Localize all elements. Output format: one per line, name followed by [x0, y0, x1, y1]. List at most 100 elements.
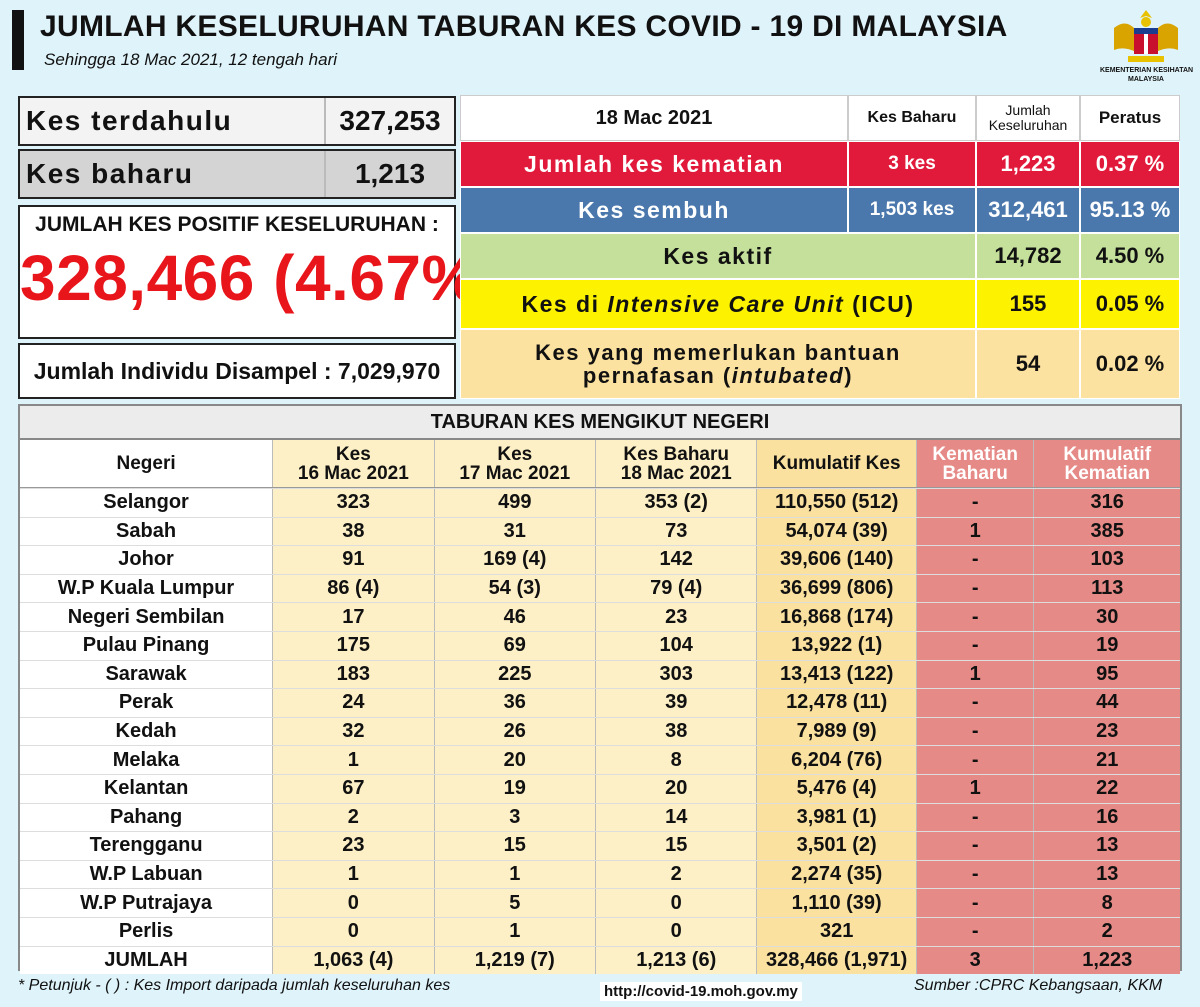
intubated-label: Kes yang memerlukan bantuan pernafasan (… — [460, 329, 976, 399]
cell-new-deaths: - — [916, 574, 1035, 603]
footnote: * Petunjuk - ( ) : Kes Import daripada j… — [18, 977, 451, 994]
title-accent-bar — [12, 10, 24, 70]
cell-state: Terengganu — [20, 832, 274, 860]
cell-cumulative: 5,476 (4) — [757, 775, 917, 803]
sampled-individuals: Jumlah Individu Disampel : 7,029,970 — [18, 343, 456, 399]
cell-cases-18mac: 353 (2) — [596, 489, 758, 517]
cell-cumulative: 13,413 (122) — [757, 660, 917, 689]
cell-cumulative: 6,204 (76) — [757, 746, 917, 774]
cell-cases-18mac: 8 — [596, 746, 758, 774]
cell-cases-18mac: 20 — [596, 775, 758, 803]
recovered-new: 1,503 kes — [848, 187, 976, 233]
cell-cases-17mac: 20 — [434, 746, 596, 774]
cell-cases-16mac: 1 — [273, 746, 435, 774]
deaths-new: 3 kes — [848, 141, 976, 187]
header-cumulative: Kumulatif Kes — [757, 440, 917, 487]
header-16mac: Kes 16 Mac 2021 — [273, 440, 435, 487]
cell-cases-16mac: 1,063 (4) — [273, 946, 435, 975]
cell-cases-18mac: 73 — [596, 517, 758, 546]
cell-cumulative: 16,868 (174) — [757, 603, 917, 631]
table-row: Selangor 323 499 353 (2) 110,550 (512) -316 — [20, 488, 1180, 517]
cell-state: Selangor — [20, 489, 274, 517]
cell-state: W.P Kuala Lumpur — [20, 574, 274, 603]
cell-cases-18mac: 303 — [596, 660, 758, 689]
cell-state: Negeri Sembilan — [20, 603, 274, 631]
cell-new-deaths: 1 — [916, 775, 1035, 803]
cell-cumulative-deaths: 13 — [1034, 860, 1180, 889]
cell-cases-18mac: 0 — [596, 918, 758, 946]
cell-new-deaths: - — [916, 546, 1035, 574]
deaths-total: 1,223 — [976, 141, 1080, 187]
stats-header-row: 18 Mac 2021 Kes Baharu Jumlah Keseluruha… — [460, 95, 1180, 141]
header-state: Negeri — [20, 440, 274, 487]
source-credit: Sumber :CPRC Kebangsaan, KKM — [914, 977, 1163, 994]
header-16mac-line2: 16 Mac 2021 — [297, 462, 409, 484]
header-18mac: Kes Baharu 18 Mac 2021 — [596, 440, 758, 487]
cell-cases-17mac: 225 — [434, 660, 596, 689]
cell-cumulative-deaths: 316 — [1034, 489, 1180, 517]
cell-state: Sarawak — [20, 660, 274, 689]
cell-state: Pulau Pinang — [20, 632, 274, 660]
cell-cumulative: 110,550 (512) — [757, 489, 917, 517]
table-row: W.P Kuala Lumpur 86 (4) 54 (3) 79 (4) 36,699… — [20, 573, 1180, 603]
header-cumulative-deaths: Kumulatif Kematian — [1034, 440, 1180, 487]
cell-cases-16mac: 32 — [273, 717, 435, 746]
header-new-deaths: Kematian Baharu — [916, 440, 1035, 487]
header-17mac-line1: Kes — [497, 443, 533, 465]
previous-cases-value: 327,253 — [324, 98, 454, 144]
cell-new-deaths: - — [916, 918, 1035, 946]
cell-cumulative-deaths: 95 — [1034, 660, 1180, 689]
cell-cases-16mac: 0 — [273, 918, 435, 946]
state-table-title: TABURAN KES MENGIKUT NEGERI — [20, 406, 1180, 440]
cell-cases-18mac: 23 — [596, 603, 758, 631]
cell-state: Perlis — [20, 918, 274, 946]
cell-cases-17mac: 1 — [434, 860, 596, 889]
cell-cases-16mac: 38 — [273, 517, 435, 546]
stats-col-pct: Peratus — [1080, 95, 1180, 141]
table-row: Perlis 0 1 0 321-2 — [20, 917, 1180, 946]
icu-total: 155 — [976, 279, 1080, 329]
cell-cases-17mac: 31 — [434, 517, 596, 546]
deaths-pct: 0.37 % — [1080, 141, 1180, 187]
cell-cases-16mac: 17 — [273, 603, 435, 631]
cell-cases-17mac: 1,219 (7) — [434, 946, 596, 975]
cell-cases-17mac: 69 — [434, 632, 596, 660]
cell-new-deaths: - — [916, 717, 1035, 746]
cell-new-deaths: - — [916, 746, 1035, 774]
icu-label-c: (ICU) — [844, 290, 915, 317]
previous-cases-label: Kes terdahulu — [26, 105, 233, 136]
recovered-pct: 95.13 % — [1080, 187, 1180, 233]
header: JUMLAH KESELURUHAN TABURAN KES COVID - 1… — [0, 0, 1200, 92]
source-url-link[interactable]: http://covid-19.moh.gov.my — [600, 982, 802, 1001]
table-row: Kedah 32 26 38 7,989 (9) -23 — [20, 716, 1180, 746]
cell-cumulative: 1,110 (39) — [757, 889, 917, 917]
cell-cases-17mac: 46 — [434, 603, 596, 631]
header-16mac-line1: Kes — [335, 443, 371, 465]
cell-cases-16mac: 67 — [273, 775, 435, 803]
stats-col-new: Kes Baharu — [848, 95, 976, 141]
cell-cumulative-deaths: 8 — [1034, 889, 1180, 917]
page-title: JUMLAH KESELURUHAN TABURAN KES COVID - 1… — [40, 10, 1008, 43]
cell-cumulative: 36,699 (806) — [757, 574, 917, 603]
cell-new-deaths: - — [916, 632, 1035, 660]
stats-col-total: Jumlah Keseluruhan — [976, 95, 1080, 141]
cell-state: Johor — [20, 546, 274, 574]
cell-new-deaths: 1 — [916, 660, 1035, 689]
new-cases-row: Kes baharu 1,213 — [18, 149, 456, 199]
intubated-row: Kes yang memerlukan bantuan pernafasan (… — [460, 329, 1180, 399]
cell-cases-17mac: 26 — [434, 717, 596, 746]
table-row: Pulau Pinang 175 69 104 13,922 (1) -19 — [20, 631, 1180, 660]
cell-cumulative-deaths: 103 — [1034, 546, 1180, 574]
recovered-total: 312,461 — [976, 187, 1080, 233]
table-row: Terengganu 23 15 15 3,501 (2) -13 — [20, 831, 1180, 860]
cell-cases-16mac: 175 — [273, 632, 435, 660]
table-row: Sabah 38 31 73 54,074 (39) 1 385 — [20, 516, 1180, 546]
page-subtitle: Sehingga 18 Mac 2021, 12 tengah hari — [44, 50, 338, 69]
cell-state: Perak — [20, 689, 274, 717]
header-cumulative-deaths-line2: Kematian — [1064, 462, 1150, 484]
table-row: Negeri Sembilan 17 46 23 16,868 (174) -30 — [20, 602, 1180, 631]
cell-cumulative: 13,922 (1) — [757, 632, 917, 660]
table-row: Sarawak 183 225 303 13,413 (122) 1 95 — [20, 659, 1180, 689]
cell-cumulative: 2,274 (35) — [757, 860, 917, 889]
header-new-deaths-line1: Kematian — [932, 443, 1018, 465]
